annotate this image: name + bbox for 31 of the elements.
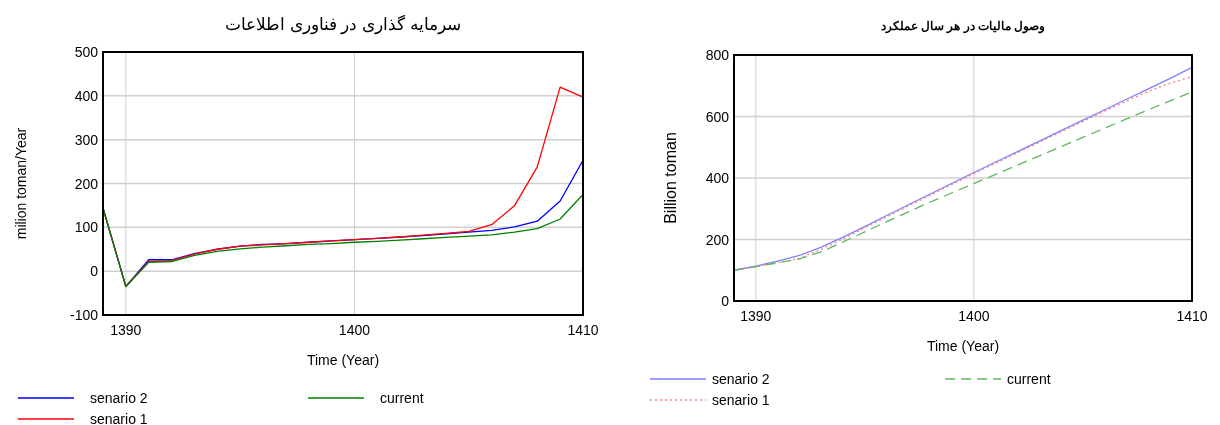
y-tick-label: 600 xyxy=(705,108,730,125)
y-tick-label: 100 xyxy=(74,219,99,236)
legend-label: current xyxy=(1007,371,1051,387)
x-tick-label: 1400 xyxy=(958,308,990,324)
y-tick-label: 200 xyxy=(74,175,99,192)
legend-label: senario 2 xyxy=(90,390,148,406)
legend-label: senario 1 xyxy=(90,411,148,425)
y-tick-label: 400 xyxy=(705,170,730,186)
legend-label: current xyxy=(380,390,424,406)
y-axis-title: milion toman/Year xyxy=(13,127,29,240)
y-tick-label: 300 xyxy=(74,131,99,148)
y-tick-label: 500 xyxy=(74,44,99,60)
legend-label: senario 2 xyxy=(712,371,770,387)
legend-label: senario 1 xyxy=(712,392,770,408)
y-tick-label: 0 xyxy=(90,263,99,280)
line-series xyxy=(102,193,584,288)
y-tick-label: 800 xyxy=(705,47,730,63)
y-tick-label: 400 xyxy=(74,87,99,104)
x-axis-title: Time (Year) xyxy=(926,338,1000,354)
x-tick-label: 1400 xyxy=(338,322,371,338)
x-tick-label: 1390 xyxy=(740,308,772,324)
x-tick-label: 1390 xyxy=(110,322,142,338)
y-tick-label: -100 xyxy=(69,307,99,323)
chart-title: وصول مالیات در هر سال عملکرد xyxy=(880,19,1046,34)
x-tick-label: 1410 xyxy=(1176,308,1208,324)
y-tick-label: 200 xyxy=(705,231,730,248)
y-tick-label: 0 xyxy=(721,293,730,309)
x-axis-title: Time (Year) xyxy=(306,352,380,368)
x-tick-label: 1410 xyxy=(567,322,599,338)
y-axis-title: Billion toman xyxy=(662,132,679,224)
chart-title: سرمایه گذاری در فناوری اطلاعات xyxy=(225,14,461,35)
